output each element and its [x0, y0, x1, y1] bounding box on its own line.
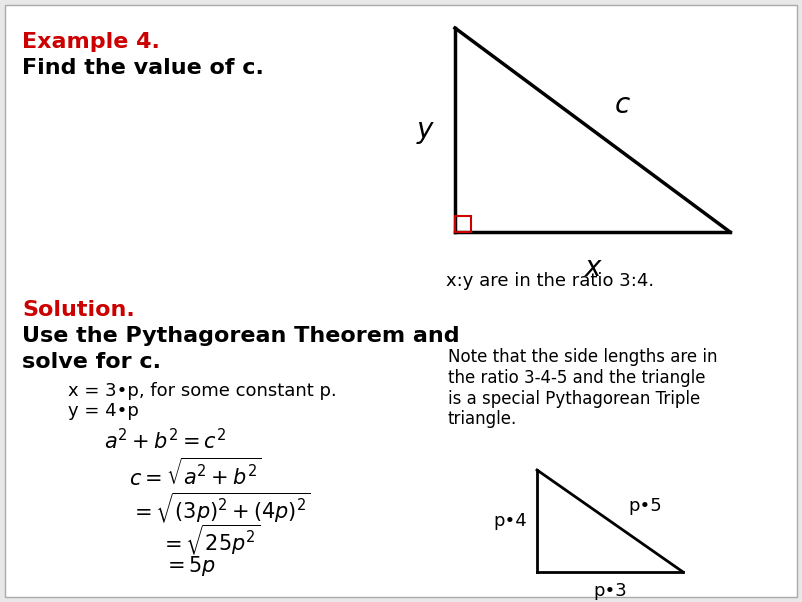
Text: $a^2 + b^2 = c^2$: $a^2 + b^2 = c^2$ [104, 428, 226, 453]
Text: y: y [416, 116, 433, 144]
Text: p•3: p•3 [593, 582, 627, 600]
Text: Use the Pythagorean Theorem and: Use the Pythagorean Theorem and [22, 326, 460, 346]
Text: c: c [615, 91, 630, 119]
Text: Solution.: Solution. [22, 300, 135, 320]
Text: $= \sqrt{(3p)^2 + (4p)^2}$: $= \sqrt{(3p)^2 + (4p)^2}$ [130, 490, 310, 525]
Text: Note that the side lengths are in
the ratio 3-4-5 and the triangle
is a special : Note that the side lengths are in the ra… [448, 348, 718, 429]
Text: solve for c.: solve for c. [22, 352, 161, 372]
Text: x: x [585, 254, 601, 282]
Text: $= 5p$: $= 5p$ [164, 554, 217, 578]
Text: x = 3•p, for some constant p.: x = 3•p, for some constant p. [68, 382, 337, 400]
Text: p•5: p•5 [628, 497, 662, 515]
Text: p•4: p•4 [493, 512, 527, 530]
Bar [455, 216, 471, 232]
Text: y = 4•p: y = 4•p [68, 402, 139, 420]
Text: Example 4.: Example 4. [22, 32, 160, 52]
Text: $c = \sqrt{a^2 + b^2}$: $c = \sqrt{a^2 + b^2}$ [128, 458, 261, 490]
FancyBboxPatch shape [5, 5, 797, 597]
Text: $= \sqrt{25p^2}$: $= \sqrt{25p^2}$ [160, 522, 260, 557]
Text: Find the value of c.: Find the value of c. [22, 58, 264, 78]
Text: x:y are in the ratio 3:4.: x:y are in the ratio 3:4. [446, 272, 654, 290]
